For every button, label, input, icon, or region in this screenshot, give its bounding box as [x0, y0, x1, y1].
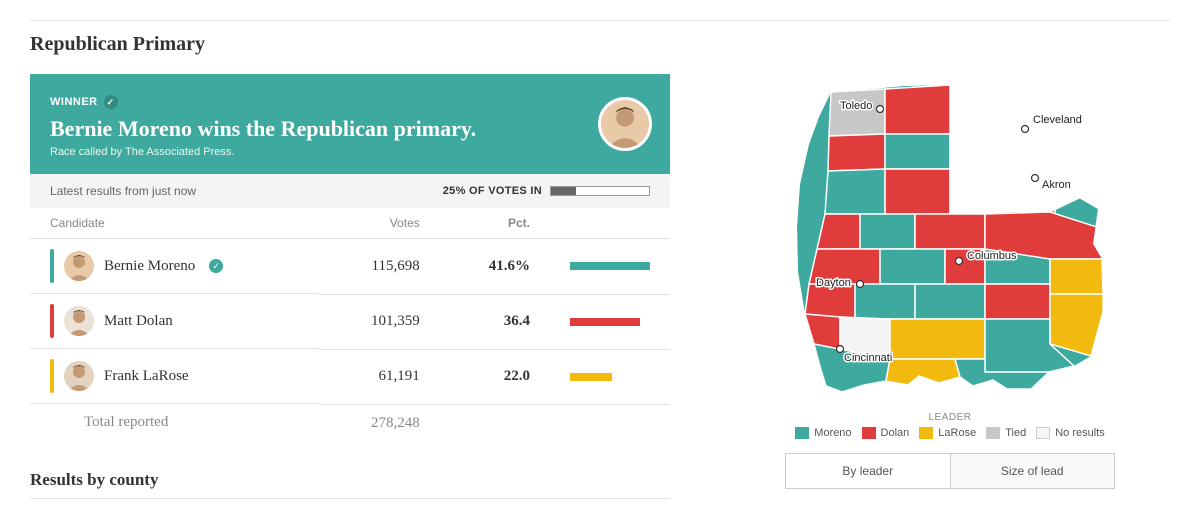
candidate-pct: 36.4 — [440, 294, 550, 349]
candidate-avatar — [64, 251, 94, 281]
legend-label: Dolan — [881, 427, 910, 439]
ohio-map[interactable]: Toledo Cleveland Akron Columbus Dayton Cincin… — [785, 74, 1115, 404]
check-icon: ✓ — [209, 259, 223, 273]
legend-label: LaRose — [938, 427, 976, 439]
results-column: WINNER ✓ Bernie Moreno wins the Republic… — [30, 74, 670, 508]
candidate-color-stripe — [50, 359, 54, 393]
total-row: Total reported 278,248 — [30, 404, 670, 442]
city-dot[interactable] — [877, 106, 884, 113]
city-label: Cincinnati — [844, 352, 892, 364]
city-label: Cleveland — [1033, 114, 1082, 126]
legend-item: LaRose — [919, 427, 976, 439]
results-table: Candidate Votes Pct. Bernie Moreno ✓ 115… — [30, 208, 670, 442]
candidate-avatar — [64, 361, 94, 391]
winner-label: WINNER ✓ — [50, 95, 118, 109]
legend-swatch — [986, 427, 1000, 439]
legend-item: Dolan — [862, 427, 910, 439]
person-icon — [64, 251, 94, 281]
pct-bar — [570, 318, 640, 326]
total-label: Total reported — [30, 404, 319, 441]
race-called-note: Race called by The Associated Press. — [50, 146, 650, 158]
winner-avatar — [598, 97, 652, 151]
legend-label: Moreno — [814, 427, 851, 439]
col-pct: Pct. — [440, 208, 550, 239]
legend-swatch — [862, 427, 876, 439]
person-icon — [64, 306, 94, 336]
city-dot[interactable] — [837, 346, 844, 353]
candidate-color-stripe — [50, 304, 54, 338]
legend-item: Tied — [986, 427, 1026, 439]
city-dot[interactable] — [956, 258, 963, 265]
city-dot[interactable] — [1032, 175, 1039, 182]
legend-item: Moreno — [795, 427, 851, 439]
map-column: Toledo Cleveland Akron Columbus Dayton Cincin… — [730, 74, 1170, 508]
candidate-name: Matt Dolan — [104, 313, 173, 330]
pct-bar — [570, 262, 650, 270]
candidate-color-stripe — [50, 249, 54, 283]
col-votes: Votes — [319, 208, 439, 239]
progress-fill — [551, 187, 576, 195]
candidate-votes: 61,191 — [319, 349, 439, 404]
winner-banner: WINNER ✓ Bernie Moreno wins the Republic… — [30, 74, 670, 174]
votes-in-label: 25% OF VOTES IN — [443, 185, 542, 197]
city-dot[interactable] — [1022, 126, 1029, 133]
candidate-pct: 22.0 — [440, 349, 550, 404]
city-label: Toledo — [840, 100, 872, 112]
progress-row: Latest results from just now 25% OF VOTE… — [30, 174, 670, 208]
candidate-row: Bernie Moreno ✓ 115,698 41.6% — [30, 239, 670, 295]
city-label: Akron — [1042, 179, 1071, 191]
table-header-row: Candidate Votes Pct. — [30, 208, 670, 239]
col-candidate: Candidate — [30, 208, 319, 239]
legend-swatch — [795, 427, 809, 439]
winner-label-text: WINNER — [50, 96, 98, 108]
candidate-row: Frank LaRose 61,191 22.0 — [30, 349, 670, 404]
legend-label: No results — [1055, 427, 1105, 439]
winner-headline: Bernie Moreno wins the Republican primar… — [50, 116, 650, 142]
candidate-votes: 115,698 — [319, 239, 439, 295]
map-legend: LEADER Moreno Dolan LaRose Tied No results — [795, 412, 1105, 439]
map-toggle[interactable]: By leaderSize of lead — [785, 453, 1115, 489]
candidate-avatar — [64, 306, 94, 336]
latest-results-label: Latest results from just now — [50, 184, 196, 198]
legend-swatch — [1036, 427, 1050, 439]
legend-label: Tied — [1005, 427, 1026, 439]
city-label: Columbus — [967, 250, 1017, 262]
votes-in: 25% OF VOTES IN — [443, 185, 650, 197]
col-bar — [550, 208, 670, 239]
total-votes: 278,248 — [319, 404, 439, 442]
legend-title: LEADER — [795, 412, 1105, 423]
legend-item: No results — [1036, 427, 1105, 439]
results-by-county-heading: Results by county — [30, 470, 670, 499]
toggle-by-leader[interactable]: By leader — [786, 454, 951, 488]
person-icon — [64, 361, 94, 391]
candidate-name: Frank LaRose — [104, 368, 189, 385]
city-dot[interactable] — [857, 281, 864, 288]
candidate-name: Bernie Moreno — [104, 258, 195, 275]
person-icon — [601, 97, 649, 151]
check-icon: ✓ — [104, 95, 118, 109]
candidate-pct: 41.6% — [440, 239, 550, 295]
progress-bar — [550, 186, 650, 196]
city-label: Dayton — [816, 277, 851, 289]
pct-bar — [570, 373, 612, 381]
candidate-votes: 101,359 — [319, 294, 439, 349]
legend-swatch — [919, 427, 933, 439]
toggle-size-of-lead[interactable]: Size of lead — [951, 454, 1115, 488]
candidate-row: Matt Dolan 101,359 36.4 — [30, 294, 670, 349]
page-title: Republican Primary — [30, 20, 1170, 56]
main-row: WINNER ✓ Bernie Moreno wins the Republic… — [30, 74, 1170, 508]
